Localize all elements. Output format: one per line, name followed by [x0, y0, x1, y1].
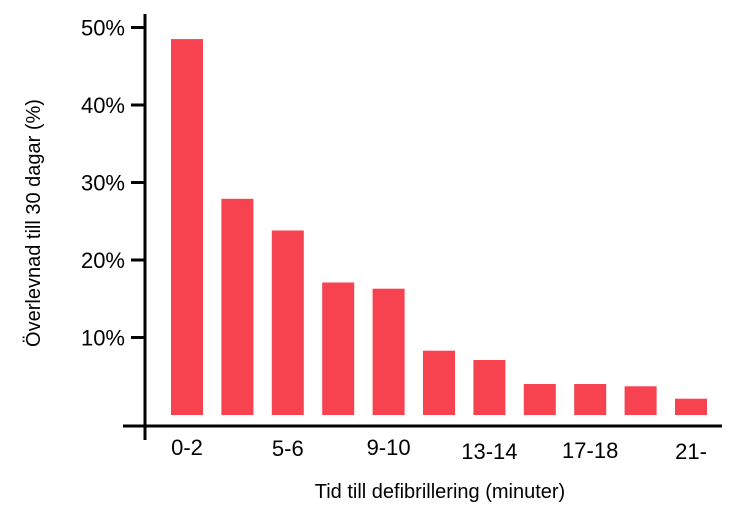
bar-5-6: [271, 230, 304, 415]
y-tick-label: 20%: [81, 248, 125, 273]
y-tick-label: 50%: [81, 16, 125, 41]
x-tick-label: 17-18: [562, 438, 618, 463]
y-tick-label: 10%: [81, 326, 125, 351]
x-tick-label: 9-10: [367, 435, 411, 460]
y-tick-label: 30%: [81, 171, 125, 196]
y-axis-title: Överlevnad till 30 dagar (%): [23, 99, 45, 347]
bar-21-: [675, 398, 707, 415]
y-tick-label: 40%: [81, 93, 125, 118]
x-tick-label: 0-2: [171, 435, 203, 460]
y-ticks-group: 10% 20% 30% 40% 50%: [81, 16, 145, 351]
bars-group: [171, 39, 707, 415]
bar-17-18: [574, 384, 607, 415]
bar-15-16: [523, 384, 556, 415]
bar-3-4: [221, 198, 254, 415]
bar-0-2: [171, 39, 203, 415]
x-labels-group: 0-2 5-6 9-10 13-14 17-18 21-: [171, 435, 707, 464]
x-axis-title: Tid till defibrillering (minuter): [315, 481, 565, 503]
bar-13-14: [473, 360, 506, 415]
bar-9-10: [372, 288, 405, 415]
x-tick-label: 13-14: [461, 439, 517, 464]
bar-7-8: [322, 282, 355, 415]
x-tick-label: 21-: [675, 439, 707, 464]
bar-19-20: [624, 386, 657, 415]
bar-11-12: [423, 350, 455, 415]
x-tick-label: 5-6: [272, 436, 304, 461]
